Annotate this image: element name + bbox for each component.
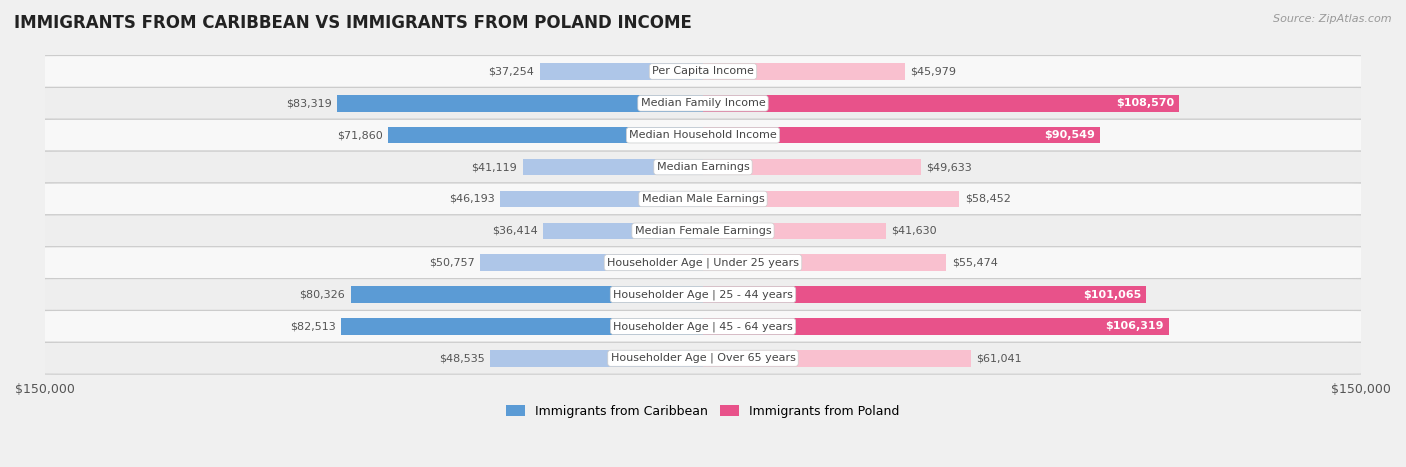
Text: $106,319: $106,319 <box>1105 321 1164 332</box>
Bar <box>523 159 703 175</box>
Bar <box>543 222 703 239</box>
Text: $41,119: $41,119 <box>471 162 517 172</box>
Bar <box>703 222 886 239</box>
Legend: Immigrants from Caribbean, Immigrants from Poland: Immigrants from Caribbean, Immigrants fr… <box>502 400 904 423</box>
FancyBboxPatch shape <box>32 87 1374 119</box>
Text: $55,474: $55,474 <box>952 258 997 268</box>
Text: Householder Age | 25 - 44 years: Householder Age | 25 - 44 years <box>613 289 793 300</box>
Text: Median Female Earnings: Median Female Earnings <box>634 226 772 236</box>
Text: $45,979: $45,979 <box>910 66 956 77</box>
Text: Source: ZipAtlas.com: Source: ZipAtlas.com <box>1274 14 1392 24</box>
Text: $58,452: $58,452 <box>965 194 1011 204</box>
Bar <box>388 127 703 143</box>
FancyBboxPatch shape <box>32 151 1374 183</box>
FancyBboxPatch shape <box>32 183 1374 215</box>
Text: Median Earnings: Median Earnings <box>657 162 749 172</box>
FancyBboxPatch shape <box>32 56 1374 87</box>
Text: $61,041: $61,041 <box>976 353 1022 363</box>
Text: Per Capita Income: Per Capita Income <box>652 66 754 77</box>
Text: $71,860: $71,860 <box>336 130 382 140</box>
Bar <box>481 255 703 271</box>
Bar <box>703 159 921 175</box>
Text: Median Male Earnings: Median Male Earnings <box>641 194 765 204</box>
Text: $49,633: $49,633 <box>927 162 972 172</box>
Text: $90,549: $90,549 <box>1045 130 1095 140</box>
Bar <box>703 191 959 207</box>
Bar <box>342 318 703 335</box>
Text: Median Household Income: Median Household Income <box>628 130 778 140</box>
Text: $41,630: $41,630 <box>891 226 936 236</box>
Bar <box>703 350 970 367</box>
Text: Householder Age | Under 25 years: Householder Age | Under 25 years <box>607 257 799 268</box>
FancyBboxPatch shape <box>32 342 1374 374</box>
Bar <box>540 63 703 80</box>
Bar <box>337 95 703 112</box>
Bar <box>703 286 1146 303</box>
Text: $50,757: $50,757 <box>429 258 475 268</box>
Bar <box>703 318 1170 335</box>
Text: $80,326: $80,326 <box>299 290 346 299</box>
Bar <box>703 255 946 271</box>
Bar <box>501 191 703 207</box>
FancyBboxPatch shape <box>32 311 1374 342</box>
FancyBboxPatch shape <box>32 215 1374 247</box>
Bar <box>703 127 1101 143</box>
Text: IMMIGRANTS FROM CARIBBEAN VS IMMIGRANTS FROM POLAND INCOME: IMMIGRANTS FROM CARIBBEAN VS IMMIGRANTS … <box>14 14 692 32</box>
FancyBboxPatch shape <box>32 279 1374 311</box>
Text: $48,535: $48,535 <box>439 353 485 363</box>
FancyBboxPatch shape <box>32 119 1374 151</box>
Text: Median Family Income: Median Family Income <box>641 99 765 108</box>
Text: $101,065: $101,065 <box>1083 290 1142 299</box>
FancyBboxPatch shape <box>32 247 1374 279</box>
Bar <box>350 286 703 303</box>
Text: $82,513: $82,513 <box>290 321 336 332</box>
Bar <box>703 63 904 80</box>
Text: $83,319: $83,319 <box>287 99 332 108</box>
Text: $37,254: $37,254 <box>488 66 534 77</box>
Text: Householder Age | Over 65 years: Householder Age | Over 65 years <box>610 353 796 363</box>
Text: $108,570: $108,570 <box>1116 99 1174 108</box>
Text: $46,193: $46,193 <box>450 194 495 204</box>
Bar <box>703 95 1180 112</box>
Bar <box>491 350 703 367</box>
Text: Householder Age | 45 - 64 years: Householder Age | 45 - 64 years <box>613 321 793 332</box>
Text: $36,414: $36,414 <box>492 226 538 236</box>
